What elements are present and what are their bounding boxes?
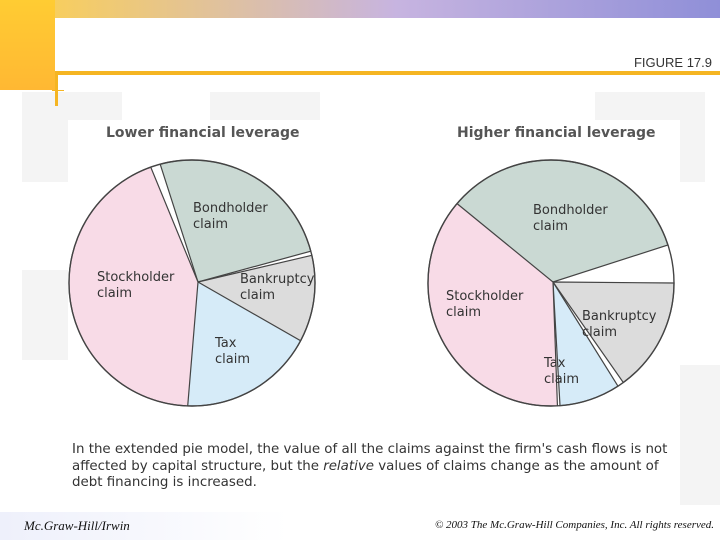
caption-italic: relative bbox=[323, 458, 374, 474]
pie-title-right: Higher financial leverage bbox=[457, 125, 656, 141]
pie-chart-lower-leverage: Bondholder claim Bankruptcy claim Tax claim St… bbox=[68, 159, 316, 407]
header-rule-vertical bbox=[55, 71, 58, 106]
pie-outline bbox=[427, 159, 675, 407]
corner-accent-block bbox=[0, 0, 55, 90]
figure-label: FIGURE 17.9 bbox=[633, 55, 712, 70]
slice-label-bankruptcy-claim: Bankruptcy claim bbox=[582, 309, 657, 340]
caption-text-1: In the extended pie model, the value of … bbox=[72, 442, 668, 474]
publisher-label: Mc.Graw-Hill/Irwin bbox=[24, 518, 130, 533]
copyright-notice: © 2003 The Mc.Graw-Hill Companies, Inc. … bbox=[434, 519, 714, 531]
figure-caption: In the extended pie model, the value of … bbox=[72, 442, 672, 492]
footer-band bbox=[0, 512, 720, 540]
slice-label-tax-claim: Tax claim bbox=[214, 336, 250, 367]
slice-label-bankruptcy-claim: Bankruptcy claim bbox=[240, 272, 315, 303]
header-rule bbox=[55, 71, 720, 75]
pie-outline bbox=[68, 159, 316, 407]
slice-label-stockholder-claim: Stockholder claim bbox=[446, 289, 524, 320]
slice-label-bondholder-claim: Bondholder claim bbox=[193, 201, 268, 232]
background-tile bbox=[22, 270, 72, 360]
caption-text-2: values of claims change as the amount of… bbox=[72, 458, 659, 491]
slice-label-stockholder-claim: Stockholder claim bbox=[97, 270, 175, 301]
slice-label-tax-claim: Tax claim bbox=[543, 356, 579, 387]
slice-label-bondholder-claim: Bondholder claim bbox=[533, 203, 608, 234]
title-bar-gradient bbox=[0, 0, 720, 18]
background-tile bbox=[680, 365, 720, 505]
header-tick bbox=[52, 90, 64, 91]
pie-title-left: Lower financial leverage bbox=[106, 125, 300, 141]
